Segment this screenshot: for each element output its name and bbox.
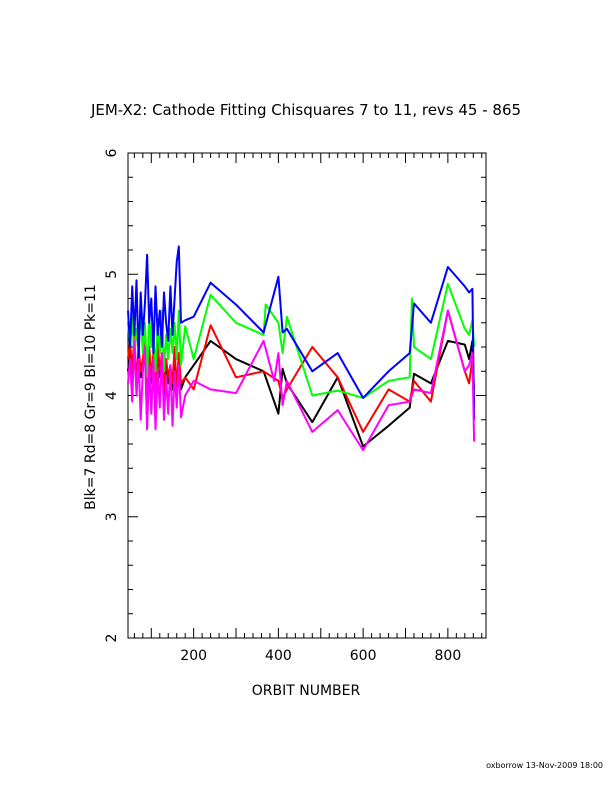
series-line-pk <box>127 309 476 452</box>
x-tick-label: 600 <box>350 648 377 664</box>
tick-labels: 200 400 600 800 2 3 4 5 6 <box>104 148 461 664</box>
y-tick-label: 3 <box>104 512 120 521</box>
y-tick-label: 6 <box>104 148 120 157</box>
y-tick-label: 4 <box>104 391 120 400</box>
y-tick-label: 5 <box>104 270 120 279</box>
series-line-gr <box>127 282 476 399</box>
x-tick-label: 400 <box>265 648 292 664</box>
series-lines <box>127 245 476 452</box>
x-tick-label: 800 <box>435 648 462 664</box>
series-line-bl <box>127 245 476 420</box>
y-tick-label: 2 <box>104 634 120 643</box>
x-axis-label: ORBIT NUMBER <box>252 683 361 699</box>
chart-title: JEM-X2: Cathode Fitting Chisquares 7 to … <box>90 101 521 119</box>
y-axis-label: Blk=7 Rd=8 Gr=9 Bl=10 Pk=11 <box>83 284 99 510</box>
axis-ticks <box>128 152 486 639</box>
footer-credit: oxborrow 13-Nov-2009 18:00 <box>486 761 603 770</box>
x-tick-label: 200 <box>180 648 207 664</box>
